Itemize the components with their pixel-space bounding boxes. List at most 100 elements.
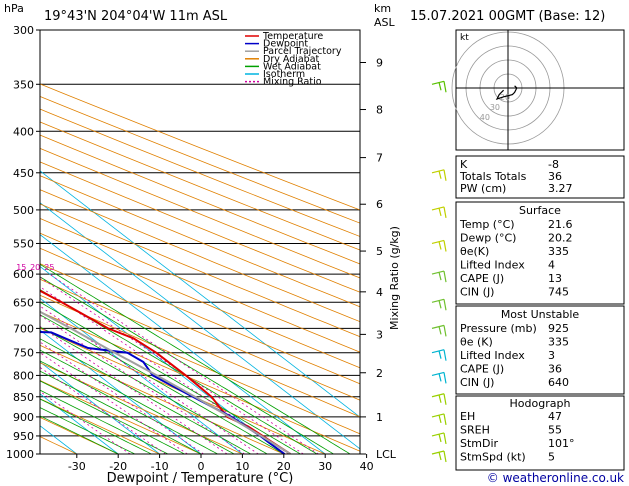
wind-barb (431, 324, 445, 329)
dry-adiabat-line (40, 175, 360, 308)
temperature-tick-label: 20 (277, 460, 291, 473)
wind-barb (431, 413, 445, 418)
temperature-axis: -30 -20 -10 0 10 20 30 40 (68, 454, 374, 473)
index-label: Pressure (mb) (460, 322, 537, 335)
index-value: 21.6 (548, 218, 573, 231)
dry-adiabat-line (40, 83, 360, 211)
dry-adiabat-line (40, 121, 360, 251)
pressure-tick-label: 800 (13, 369, 34, 382)
asl-label: ASL (374, 16, 396, 29)
index-label: StmDir (460, 437, 499, 450)
isotherm-line (40, 297, 243, 454)
wind-barb-flag (438, 326, 442, 335)
index-value: 4 (548, 259, 555, 272)
pressure-tick-label: 500 (13, 204, 34, 217)
basic-indices-box (455, 155, 625, 199)
wet-adiabat-line (40, 314, 285, 454)
index-label: SREH (460, 424, 490, 437)
km-tick-label: LCL (376, 448, 397, 461)
wind-barb (431, 432, 445, 437)
wet-adiabat-line (40, 360, 218, 454)
pressure-tick-label: 650 (13, 296, 34, 309)
footer-credit: © weatheronline.co.uk (487, 471, 624, 485)
pressure-tick-label: 950 (13, 430, 34, 443)
legend-label: Isotherm (263, 69, 305, 80)
wet-adiabat-line (40, 326, 268, 454)
wind-barb (431, 169, 445, 174)
pressure-tick-label: 350 (13, 78, 34, 91)
hodograph-ring-label: 30 (490, 103, 500, 112)
mixing-ratio-line (49, 273, 319, 454)
index-value: 55 (548, 424, 562, 437)
wind-barb-flag (443, 81, 447, 93)
wind-barb-flag (443, 325, 447, 337)
index-label: θe (K) (460, 336, 493, 349)
wind-barbs (431, 80, 447, 463)
dry-adiabat-line (40, 436, 77, 454)
plot-frame (39, 29, 361, 455)
hodograph-box-title: Hodograph (510, 397, 571, 410)
pressure-tick-label: 400 (13, 125, 34, 138)
legend-label: Dry Adiabat (263, 54, 320, 65)
dry-adiabat-line (40, 232, 360, 369)
km-tick-label: 5 (376, 245, 383, 258)
wind-barb-flag (438, 414, 442, 424)
dry-adiabat-line (40, 108, 360, 237)
wind-barb-flag (443, 349, 447, 361)
index-value: 640 (548, 376, 569, 389)
most-unstable-title: Most Unstable (501, 308, 580, 321)
mixing-ratio-axis-label: Mixing Ratio (g/kg) (388, 226, 401, 330)
km-tick-label: 8 (376, 104, 383, 117)
dry-adiabat-line (40, 134, 360, 265)
index-label: CAPE (J) (460, 363, 504, 376)
km-tick-label: 4 (376, 286, 383, 299)
index-label: Temp (°C) (459, 218, 515, 231)
index-label: Lifted Index (460, 349, 525, 362)
indices-panel: K -8 Totals Totals 36 PW (cm) 3.27 Surface Te… (455, 155, 625, 471)
wind-barb-flag (443, 413, 447, 426)
dry-adiabat-line (40, 362, 243, 454)
index-label: K (460, 158, 468, 171)
pressure-tick-label: 600 (13, 268, 34, 281)
wind-barb-flag (438, 451, 442, 461)
surface-box (455, 201, 625, 305)
index-label: Dewp (°C) (460, 232, 516, 245)
pressure-tick-label: 700 (13, 322, 34, 335)
index-value: 335 (548, 336, 569, 349)
index-label: CAPE (J) (460, 272, 504, 285)
dry-adiabat-line (40, 189, 360, 323)
wet-adiabat-line (40, 407, 135, 454)
index-label: Lifted Index (460, 259, 525, 272)
x-axis-label: Dewpoint / Temperature (°C) (107, 471, 294, 486)
dry-adiabat-line (40, 344, 284, 454)
mixing-ratio-label: 25 (44, 263, 54, 272)
index-value: 13 (548, 272, 562, 285)
wet-adiabat-line (40, 301, 301, 454)
index-label: StmSpd (kt) (460, 451, 526, 464)
pressure-tick-label: 850 (13, 391, 34, 404)
wet-adiabat-line (40, 349, 235, 454)
km-label: km (374, 2, 391, 15)
wind-barb (431, 371, 445, 376)
dry-adiabat-line (40, 311, 360, 452)
pressure-tick-label: 750 (13, 347, 34, 360)
temperature-tick-label: -10 (151, 460, 169, 473)
index-label: θe(K) (460, 245, 489, 258)
dry-adiabat-line (40, 217, 360, 353)
wet-adiabat-line (40, 370, 202, 454)
km-tick-label: 9 (376, 56, 383, 69)
wind-barb-flag (438, 300, 442, 309)
dry-adiabat-line (40, 96, 360, 224)
temperature-tick-label: 30 (318, 460, 332, 473)
wind-barb-flag (438, 207, 442, 217)
wet-adiabat-line (40, 389, 169, 454)
index-label: EH (460, 410, 475, 423)
pressure-tick-label: 300 (13, 24, 34, 37)
location-title: 19°43'N 204°04'W 11m ASL (44, 9, 228, 24)
wind-barb-flag (443, 169, 447, 181)
wind-barb-flag (443, 450, 447, 463)
index-value: 925 (548, 322, 569, 335)
hodograph-frame (455, 29, 625, 151)
